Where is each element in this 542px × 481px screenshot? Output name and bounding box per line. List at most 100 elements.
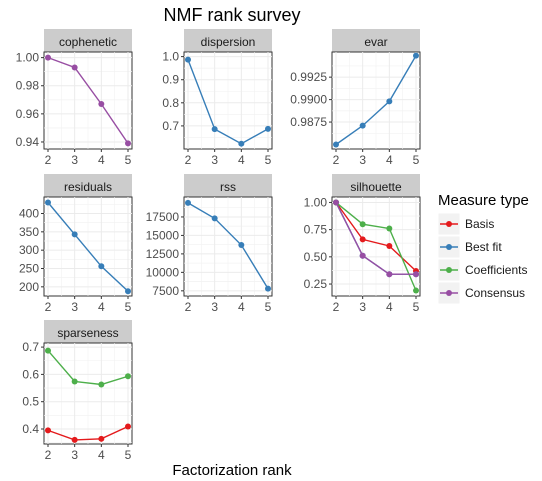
y-tick-label: 300 [19,243,39,257]
panel-sparseness: sparseness 0.7 0.6 0.5 0.4 2 3 4 5 [22,320,133,462]
y-tick-label: 0.5 [22,395,39,409]
data-point-coefficients [386,225,393,232]
y-tick-label: 0.9925 [290,70,327,84]
data-point-coefficients [71,378,78,385]
legend-label-coefficients: Coefficients [465,263,527,277]
data-point-best-fit [238,242,245,249]
series-line-best-fit [187,202,269,289]
strip-label-dispersion: dispersion [201,35,256,49]
y-tick-label: 0.50 [304,250,328,264]
data-point-consensus [359,252,366,259]
x-tick-label: 2 [333,300,340,314]
x-tick-label: 3 [71,153,78,167]
legend-entry-consensus: Consensus [437,281,525,305]
x-tick-label: 3 [211,153,218,167]
data-point-best-fit [359,122,366,129]
x-tick-label: 3 [71,448,78,462]
y-tick-label: 0.7 [162,119,179,133]
y-tick-label: 250 [19,262,39,276]
y-tick-label: 0.25 [304,277,328,291]
data-point-basis [45,427,51,434]
y-tick-label: 0.7 [22,340,39,354]
strip-rss [184,174,272,197]
data-point-best-fit [98,263,105,270]
data-point-best-fit [211,126,218,133]
grid-sparseness [44,343,132,444]
series-line-coefficients [47,350,129,386]
x-tick-label: 3 [359,153,366,167]
series-line-coefficients [335,201,417,291]
y-tick-label: 0.4 [22,422,39,436]
data-point-coefficients [98,381,105,388]
data-point-best-fit [185,199,191,206]
x-tick-label: 4 [238,153,245,167]
data-point-best-fit [333,141,339,148]
data-point-coefficients [125,373,131,380]
y-tick-label: 0.6 [22,367,39,381]
data-point-basis [98,435,105,442]
strip-label-evar: evar [364,35,387,49]
x-tick-label: 4 [386,300,393,314]
data-point-coefficients [359,221,366,228]
x-tick-label: 2 [185,300,192,314]
x-axis-title: Factorization rank [172,462,292,479]
data-point-consensus [386,271,393,278]
data-point-basis [71,436,78,443]
strip-residuals [44,174,132,197]
x-tick-label: 2 [45,448,52,462]
y-tick-label: 0.94 [16,135,40,149]
y-tick-label: 15000 [146,228,180,242]
strip-label-residuals: residuals [64,180,112,194]
legend-title: Measure type [438,192,529,209]
data-point-consensus [333,199,339,206]
strip-cophenetic [44,29,132,52]
y-tick-label: 1.00 [16,51,40,65]
panel-residuals: residuals 400 350 300 250 200 2 3 4 5 [19,174,133,314]
strip-label-rss: rss [220,180,236,194]
x-tick-label: 5 [125,448,132,462]
data-point-best-fit [265,285,271,292]
grid-residuals [44,197,132,296]
series-line-basis [47,425,129,441]
data-point-best-fit [238,140,245,147]
y-tick-label: 12500 [146,247,180,261]
panel-evar: evar 0.9925 0.9900 0.9875 2 3 4 5 [290,29,421,167]
y-tick-label: 10000 [146,265,180,279]
x-tick-label: 4 [98,300,105,314]
strip-sparseness [44,320,132,343]
data-point-best-fit [185,56,191,63]
data-point-basis [125,423,131,430]
grid-dispersion [184,52,272,149]
y-tick-label: 400 [19,207,39,221]
data-point-best-fit [125,288,131,295]
strip-silhouette [332,174,420,197]
legend-label-consensus: Consensus [465,286,525,300]
data-point-consensus [413,271,419,278]
data-point-consensus [71,64,78,71]
strip-evar [332,29,420,52]
legend-entry-best-fit: Best fit [437,235,502,259]
legend-entry-coefficients: Coefficients [437,258,527,282]
y-tick-label: 17500 [146,210,180,224]
y-tick-label: 0.9900 [290,93,327,107]
strip-label-cophenetic: cophenetic [59,35,117,49]
data-point-best-fit [71,231,78,238]
x-tick-label: 5 [265,300,272,314]
x-tick-label: 5 [265,153,272,167]
x-tick-label: 4 [98,153,105,167]
legend-label-best-fit: Best fit [465,240,502,254]
x-tick-label: 3 [211,300,218,314]
x-tick-label: 4 [238,300,245,314]
data-point-consensus [125,140,131,147]
y-tick-label: 0.9 [162,73,179,87]
strip-label-sparseness: sparseness [57,326,118,340]
y-tick-label: 0.8 [162,96,179,110]
data-point-best-fit [413,52,419,59]
x-tick-label: 3 [71,300,78,314]
data-point-coefficients [45,347,51,354]
legend-key-point-coefficients [446,267,452,273]
data-point-best-fit [211,215,218,222]
x-tick-label: 4 [98,448,105,462]
